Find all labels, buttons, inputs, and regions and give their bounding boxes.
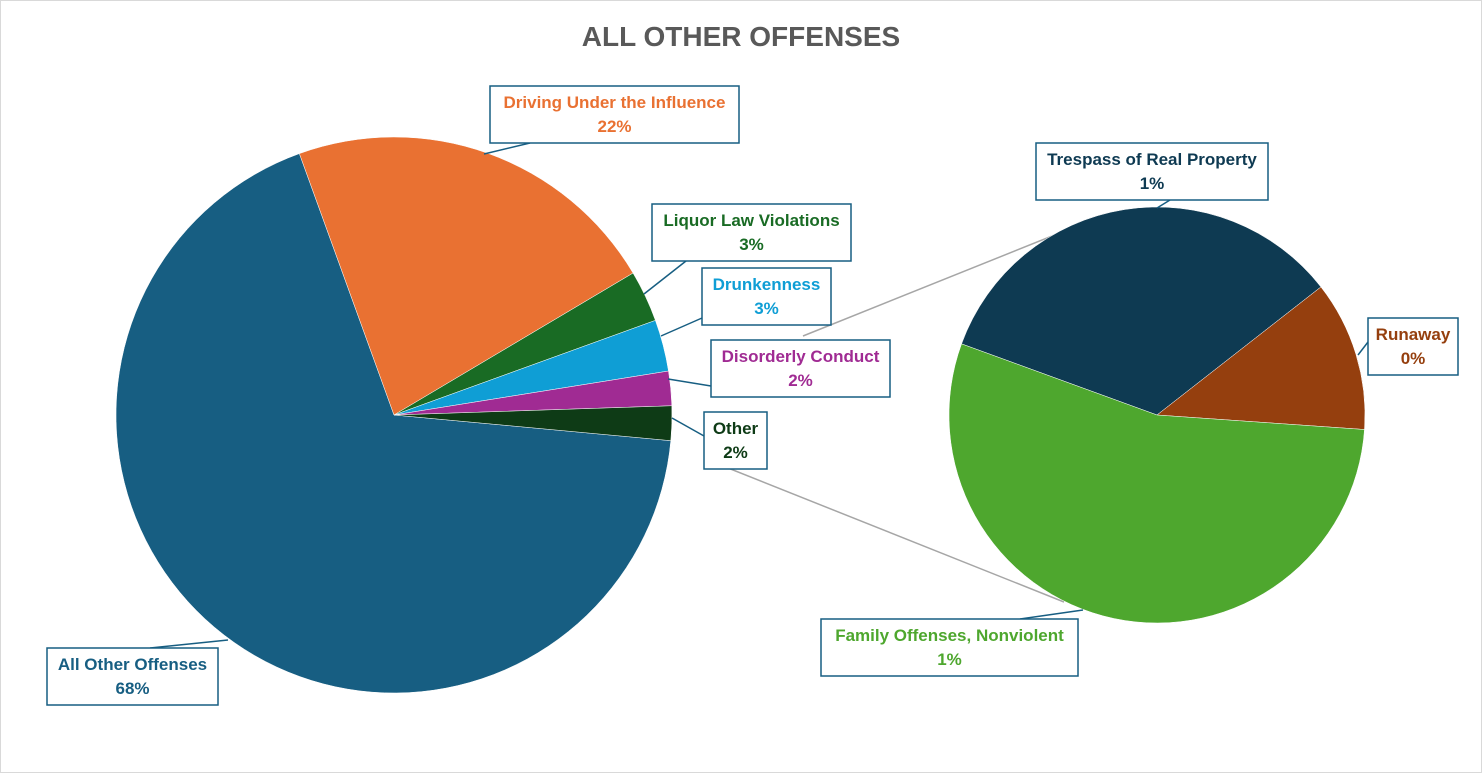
pie-slice-runaway (1156, 286, 1366, 430)
label-category-drunkenness: Drunkenness (713, 275, 821, 294)
label-percent-family-offenses-nonviolent: 1% (937, 650, 962, 669)
pie-slice-other (393, 405, 673, 441)
label-percent-disorderly-conduct: 2% (788, 371, 813, 390)
pie-slice-trespass-of-real-property (961, 206, 1322, 416)
label-box-family-offenses-nonviolent (820, 618, 1079, 677)
leader-line-other (671, 417, 705, 437)
label-percent-all-other-offenses: 68% (115, 679, 149, 698)
data-label-other: Other 2% (703, 411, 768, 470)
label-category-trespass-of-real-property: Trespass of Real Property (1047, 150, 1257, 169)
data-label-liquor-law-violations: Liquor Law Violations 3% (651, 203, 852, 262)
label-category-driving-under-the-influence: Driving Under the Influence (504, 93, 726, 112)
label-box-drunkenness (701, 267, 832, 326)
label-category-all-other-offenses: All Other Offenses (58, 655, 207, 674)
label-category-liquor-law-violations: Liquor Law Violations (663, 211, 839, 230)
leader-lines (149, 142, 1369, 649)
label-percent-other: 2% (723, 443, 748, 462)
leader-line-family-offenses-nonviolent (1019, 609, 1084, 620)
label-percent-runaway: 0% (1401, 349, 1426, 368)
pie-slice-family-offenses-nonviolent (948, 343, 1365, 624)
data-label-driving-under-the-influence: Driving Under the Influence 22% (489, 85, 740, 144)
leader-line-driving-under-the-influence (483, 142, 531, 155)
connector-lines (712, 227, 1073, 603)
label-box-runaway (1367, 317, 1459, 376)
label-box-disorderly-conduct (710, 339, 891, 398)
label-category-disorderly-conduct: Disorderly Conduct (722, 347, 880, 366)
data-labels: All Other Offenses 68% Driving Under the I… (46, 85, 1459, 706)
leader-line-runaway (1357, 341, 1369, 356)
label-box-other (703, 411, 768, 470)
data-label-runaway: Runaway 0% (1367, 317, 1459, 376)
label-box-all-other-offenses (46, 647, 219, 706)
data-label-trespass-of-real-property: Trespass of Real Property 1% (1035, 142, 1269, 201)
data-label-drunkenness: Drunkenness 3% (701, 267, 832, 326)
leader-line-liquor-law-violations (643, 260, 687, 295)
label-box-driving-under-the-influence (489, 85, 740, 144)
main-pie (115, 136, 673, 694)
leader-line-all-other-offenses (149, 639, 229, 649)
label-box-trespass-of-real-property (1035, 142, 1269, 201)
data-label-family-offenses-nonviolent: Family Offenses, Nonviolent 1% (820, 618, 1079, 677)
leader-line-disorderly-conduct (667, 378, 712, 387)
secondary-pie (948, 206, 1366, 624)
label-percent-trespass-of-real-property: 1% (1140, 174, 1165, 193)
label-category-runaway: Runaway (1376, 325, 1451, 344)
data-label-all-other-offenses: All Other Offenses 68% (46, 647, 219, 706)
label-category-family-offenses-nonviolent: Family Offenses, Nonviolent (835, 626, 1064, 645)
pie-slice-all-other-offenses (115, 153, 672, 694)
label-percent-liquor-law-violations: 3% (739, 235, 764, 254)
chart-title: ALL OTHER OFFENSES (582, 21, 900, 52)
label-category-other: Other (713, 419, 759, 438)
connector-line-top (802, 227, 1073, 337)
label-percent-driving-under-the-influence: 22% (597, 117, 631, 136)
leader-line-trespass-of-real-property (1156, 199, 1171, 209)
leader-line-drunkenness (660, 317, 703, 337)
data-label-disorderly-conduct: Disorderly Conduct 2% (710, 339, 891, 398)
label-percent-drunkenness: 3% (754, 299, 779, 318)
connector-line-bottom (712, 461, 1065, 603)
label-box-liquor-law-violations (651, 203, 852, 262)
